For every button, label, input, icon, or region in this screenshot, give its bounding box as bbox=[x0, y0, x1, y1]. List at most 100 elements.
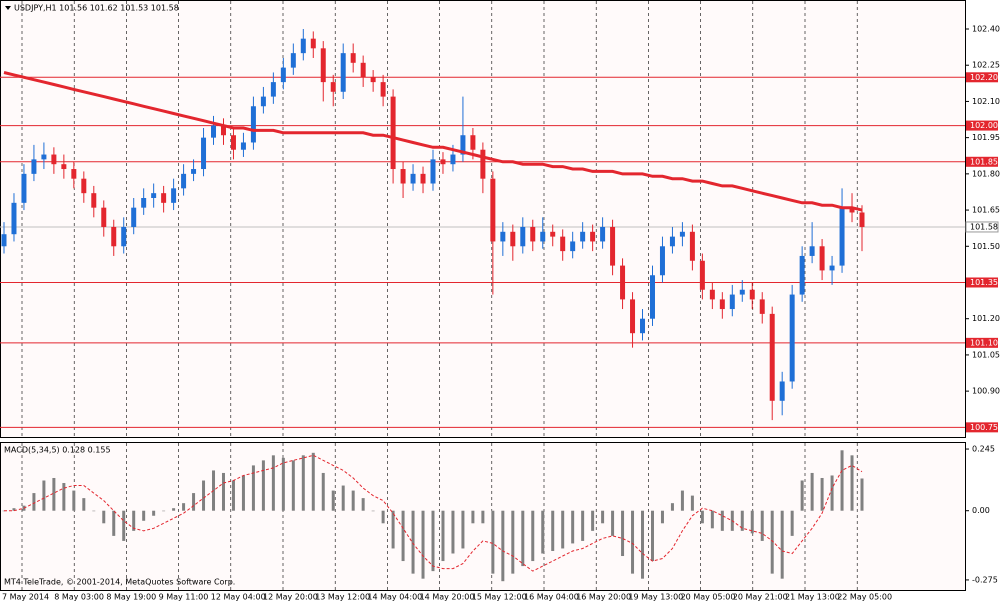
macd-bar bbox=[182, 503, 186, 511]
macd-bar bbox=[251, 465, 255, 511]
x-tick-label: 12 May 04:00 bbox=[211, 593, 266, 602]
macd-signal bbox=[4, 454, 863, 572]
y-tick-label: 0.00 bbox=[972, 506, 990, 515]
level-label-box bbox=[966, 120, 998, 131]
candle-body bbox=[250, 106, 256, 143]
candle-body bbox=[320, 48, 326, 83]
moving-average bbox=[3, 71, 863, 212]
candle-body bbox=[111, 226, 117, 247]
x-tick-label: 22 May 05:00 bbox=[837, 593, 892, 602]
y-tick-label: -0.275 bbox=[972, 575, 998, 584]
candle-body bbox=[240, 142, 246, 150]
candle-body bbox=[749, 289, 755, 300]
macd-bar bbox=[601, 510, 605, 524]
x-tick-label: 14 May 20:00 bbox=[420, 593, 475, 602]
candle-body bbox=[500, 231, 506, 242]
macd-bar bbox=[221, 472, 225, 511]
candle-body bbox=[679, 231, 685, 237]
candle-body bbox=[490, 178, 496, 242]
macd-bar bbox=[401, 510, 405, 562]
y-tick-label: 101.95 bbox=[972, 133, 1000, 142]
macd-bar bbox=[541, 510, 545, 554]
candle-body bbox=[1, 234, 7, 247]
macd-bar bbox=[471, 510, 475, 524]
x-tick-label: 14 May 04:00 bbox=[367, 593, 422, 602]
y-tick-label: 102.25 bbox=[972, 61, 1000, 70]
candle-body bbox=[400, 169, 406, 184]
macd-bar bbox=[291, 460, 295, 511]
candle-body bbox=[799, 255, 805, 295]
y-tick-label: 102.10 bbox=[972, 97, 1000, 106]
candle-body bbox=[729, 294, 735, 310]
macd-bar bbox=[411, 510, 415, 574]
candle-body bbox=[460, 135, 466, 155]
macd-bar bbox=[461, 510, 465, 549]
candle-body bbox=[360, 62, 366, 78]
candle-body bbox=[280, 67, 286, 83]
candle-body bbox=[121, 226, 127, 247]
y-tick-label: 101.50 bbox=[972, 242, 1000, 251]
candle-body bbox=[659, 246, 665, 276]
macd-bar bbox=[42, 480, 46, 511]
candle-body bbox=[141, 197, 147, 208]
macd-bar bbox=[551, 510, 555, 551]
macd-bar bbox=[351, 490, 355, 511]
candle-body bbox=[181, 173, 187, 189]
macd-bar bbox=[371, 510, 375, 512]
menu-arrow[interactable] bbox=[5, 6, 11, 10]
macd-bar bbox=[202, 480, 206, 511]
macd-bar bbox=[720, 510, 724, 531]
y-tick-label: 101.65 bbox=[972, 206, 1000, 215]
macd-bar bbox=[611, 510, 615, 536]
macd-bar bbox=[441, 510, 445, 562]
candle-body bbox=[470, 135, 476, 150]
macd-bar bbox=[621, 510, 625, 557]
candle-body bbox=[550, 231, 556, 237]
macd-bar bbox=[241, 475, 245, 511]
macd-bar bbox=[750, 510, 754, 534]
macd-bar bbox=[261, 460, 265, 511]
level-label-box bbox=[966, 422, 998, 433]
candle-body bbox=[450, 154, 456, 165]
macd-bar bbox=[132, 510, 136, 531]
candle-body bbox=[430, 159, 436, 184]
x-tick-label: 16 May 20:00 bbox=[576, 593, 631, 602]
x-tick-label: 7 May 2014 bbox=[2, 593, 49, 602]
candle-body bbox=[330, 82, 336, 92]
macd-bar bbox=[491, 510, 495, 574]
current-price-label: 101.58 bbox=[970, 222, 998, 231]
macd-bar bbox=[32, 493, 36, 511]
candle-body bbox=[220, 125, 226, 136]
macd-bar bbox=[531, 510, 535, 562]
y-tick-label: 100.90 bbox=[972, 387, 1000, 396]
level-label: 102.00 bbox=[970, 121, 998, 130]
candle-body bbox=[809, 246, 815, 256]
candle-body bbox=[859, 212, 865, 227]
candle-body bbox=[81, 178, 87, 194]
macd-bar bbox=[810, 472, 814, 511]
macd-bar bbox=[840, 450, 844, 511]
y-tick-label: 101.20 bbox=[972, 314, 1000, 323]
macd-bar bbox=[770, 510, 774, 574]
macd-bar bbox=[112, 510, 116, 536]
x-tick-label: 20 May 21:00 bbox=[733, 593, 788, 602]
candle-body bbox=[61, 164, 67, 170]
candle-body bbox=[440, 159, 446, 165]
level-label-box bbox=[966, 277, 998, 288]
macd-bar bbox=[311, 452, 315, 511]
macd-bar bbox=[381, 510, 385, 524]
x-tick-label: 19 May 13:00 bbox=[628, 593, 683, 602]
candle-body bbox=[600, 226, 606, 242]
level-label: 101.35 bbox=[970, 278, 998, 287]
x-tick-label: 12 May 20:00 bbox=[263, 593, 318, 602]
candle-body bbox=[779, 381, 785, 401]
macd-bar bbox=[860, 478, 864, 511]
macd-bar bbox=[660, 510, 664, 524]
level-label: 101.10 bbox=[970, 338, 998, 347]
macd-bar bbox=[172, 508, 176, 511]
candle-body bbox=[300, 38, 306, 54]
macd-bar bbox=[152, 510, 156, 516]
candle-body bbox=[560, 236, 566, 252]
macd-bar bbox=[52, 477, 56, 511]
y-tick-label: 101.80 bbox=[972, 169, 1000, 178]
